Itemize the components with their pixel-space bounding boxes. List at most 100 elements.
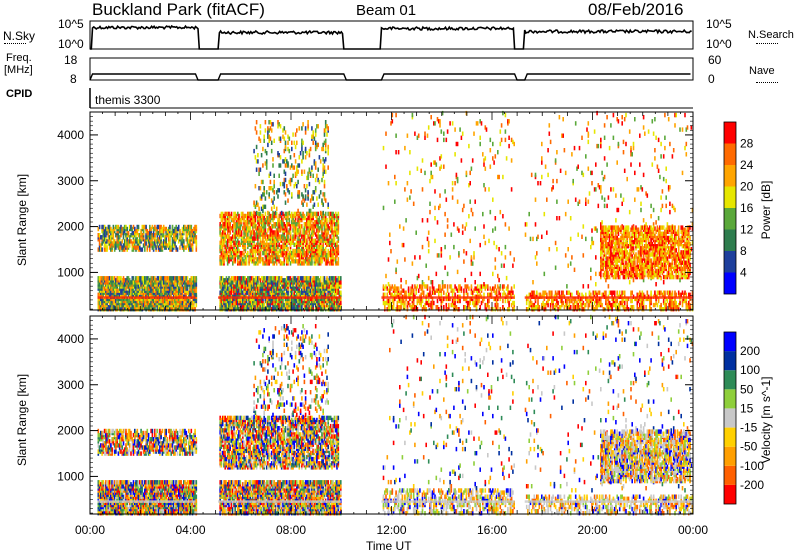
heatmap-cell [174,276,176,281]
heatmap-cell [476,284,479,289]
heatmap-cell [298,276,301,281]
heatmap-cell [280,276,283,281]
heatmap-cell [296,278,298,283]
heatmap-cell [311,307,313,312]
heatmap-cell [221,252,224,258]
heatmap-cell [277,250,279,256]
heatmap-cell [263,240,265,245]
heatmap-cell [268,211,270,217]
heatmap-cell [229,298,231,304]
heatmap-cell [155,278,157,283]
heatmap-cell [294,132,297,137]
heatmap-cell [238,261,240,266]
heatmap-cell [304,194,307,199]
heatmap-cell [322,146,324,152]
heatmap-cell [283,278,286,283]
heatmap-cell [242,280,244,285]
heatmap-cell [156,237,159,242]
heatmap-cell [144,239,146,244]
heatmap-cell [165,226,167,232]
heatmap-cell [272,255,274,260]
heatmap-cell [239,217,242,223]
heatmap-cell [188,298,190,304]
heatmap-cell [333,300,336,306]
heatmap-cell [232,307,234,312]
heatmap-cell [235,248,238,254]
nsky-tick-high: 10^5 [58,17,84,31]
heatmap-cell [249,286,252,291]
heatmap-cell [142,276,145,281]
heatmap-cell [328,280,331,285]
heatmap-cell [275,234,278,239]
heatmap-cell [176,276,179,281]
heatmap-cell [170,245,172,250]
heatmap-cell [278,248,280,254]
heatmap-cell [175,276,177,281]
heatmap-cell [165,282,167,287]
heatmap-cell [161,276,164,281]
heatmap-cell [297,208,299,214]
heatmap-cell [294,276,297,281]
heatmap-cell [249,248,252,254]
heatmap-cell [189,224,191,230]
heatmap-cell [278,234,280,239]
heatmap-cell [282,252,284,258]
heatmap-cell [225,240,228,245]
heatmap-cell [245,284,248,289]
heatmap-cell [327,296,329,302]
heatmap-cell [279,248,282,254]
heatmap-cell [122,226,125,232]
heatmap-cell [181,290,184,295]
heatmap-cell [181,300,184,306]
heatmap-cell [296,305,298,310]
heatmap-cell [237,211,239,217]
heatmap-cell [289,282,292,287]
heatmap-cell [273,230,275,235]
heatmap-cell [254,155,257,160]
heatmap-cell [220,276,223,281]
heatmap-cell [165,276,167,281]
heatmap-cell [226,242,229,247]
heatmap-cell [286,305,288,310]
heatmap-cell [122,230,125,236]
heatmap-cell [284,307,287,312]
heatmap-cell [159,247,161,252]
heatmap-cell [244,280,247,285]
heatmap-cell [438,307,440,312]
heatmap-cell [336,278,338,283]
heatmap-cell [335,284,337,289]
heatmap-cell [287,276,289,281]
heatmap-cell [111,241,113,246]
heatmap-cell [468,286,470,291]
heatmap-cell [327,230,329,235]
heatmap-cell [155,245,157,250]
heatmap-cell [412,300,415,306]
heatmap-cell [292,173,294,178]
heatmap-cell [237,259,239,264]
heatmap-cell [185,233,188,238]
heatmap-cell [238,213,240,219]
heatmap-cell [335,288,337,293]
heatmap-cell [152,245,155,250]
freq-tick-low: 8 [70,72,77,86]
heatmap-cell [311,126,313,131]
heatmap-cell [258,288,260,293]
heatmap-cell [288,190,291,195]
heatmap-cell [135,302,137,308]
heatmap-cell [286,276,288,281]
heatmap-cell [248,236,250,241]
heatmap-cell [228,211,230,217]
heatmap-cell [183,247,185,252]
heatmap-cell [110,247,112,252]
heatmap-cell [279,259,282,264]
heatmap-cell [234,300,237,306]
heatmap-cell [287,198,289,203]
heatmap-cell [229,250,231,256]
heatmap-cell [237,276,239,281]
heatmap-cell [134,239,136,244]
heatmap-cell [279,163,282,168]
heatmap-cell [155,230,157,236]
heatmap-cell [149,247,151,252]
heatmap-cell [277,236,279,241]
heatmap-cell [267,276,269,281]
